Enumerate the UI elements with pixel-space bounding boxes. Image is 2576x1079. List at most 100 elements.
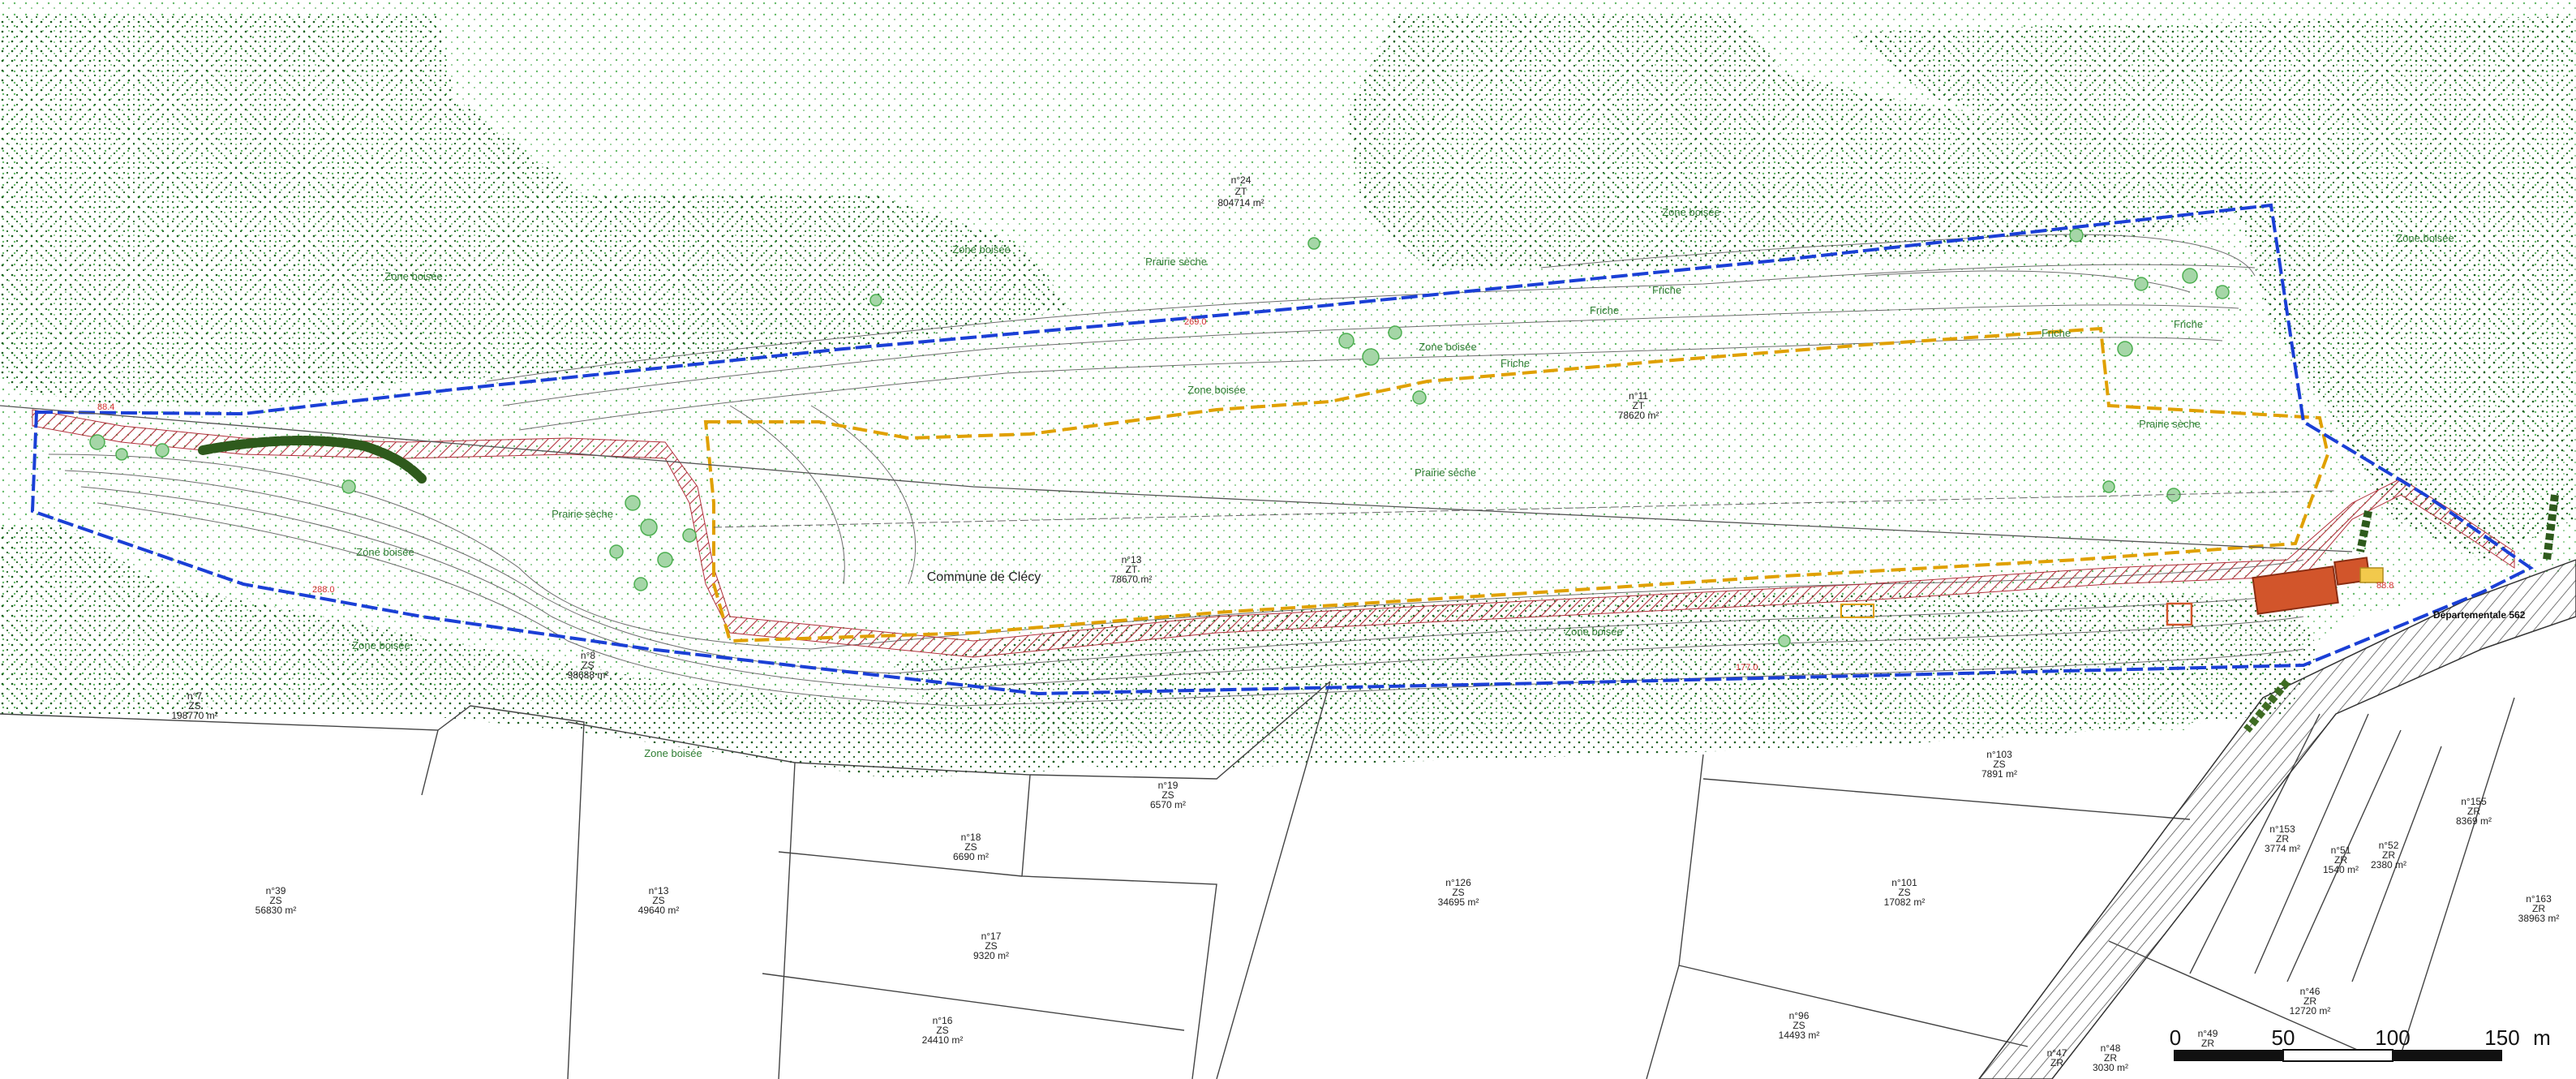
svg-text:n°13: n°13 [1122,554,1142,565]
svg-text:n°47: n°47 [2047,1047,2067,1059]
zone-label: Zone boisée [352,639,410,651]
svg-text:804714 m²: 804714 m² [1217,197,1264,208]
svg-text:ZR: ZR [2382,849,2395,861]
road-label: Départementale 562 [2433,609,2526,621]
svg-text:ZR: ZR [2532,903,2545,914]
wooded-zone-upper-middle [1346,16,2287,268]
tree-row-west [198,436,427,484]
svg-text:56830 m²: 56830 m² [255,905,297,916]
svg-text:ZS: ZS [1993,759,2005,770]
scale-tick-150: 150 [2484,1025,2519,1050]
parcel-label: n°155 ZR 8369 m² [2456,796,2492,827]
commune-label: Commune de Clécy [927,570,1041,584]
svg-text:ZS: ZS [1792,1020,1805,1031]
main-building [2252,565,2339,615]
zone-label: Zone boisée [356,546,414,558]
svg-text:ZS: ZS [1452,887,1464,898]
zone-label: Zone boisée [644,747,702,759]
svg-text:n°11: n°11 [1629,390,1648,402]
parcel-label: n°101 ZS 17082 m² [1884,877,1926,908]
zone-label: Zone boisée [1419,341,1477,353]
svg-text:ZS: ZS [985,940,997,952]
zone-label: Prairie sèche [552,508,613,520]
svg-text:n°103: n°103 [1986,749,2012,760]
svg-text:n°163: n°163 [2526,893,2552,905]
zone-label: Prairie sèche [2139,418,2200,430]
svg-text:n°39: n°39 [266,885,286,896]
road-departementale-562 [1978,559,2576,1079]
parcel-boundaries [0,681,2515,1079]
svg-text:ZR: ZR [2334,854,2347,866]
parcel-label: n°51 ZR 1540 m² [2323,845,2359,875]
svg-text:17082 m²: 17082 m² [1884,896,1926,908]
svg-text:n°46: n°46 [2300,986,2321,997]
svg-text:2380 m²: 2380 m² [2371,859,2406,871]
svg-text:n°8: n°8 [581,650,595,661]
svg-text:ZT: ZT [1633,400,1645,411]
zone-label: Zone boisée [1187,384,1246,396]
svg-text:n°17: n°17 [981,931,1002,942]
zone-label: Zone boisée [2396,232,2454,244]
scale-tick-0: 0 [2170,1025,2181,1050]
scale-bar: 0 50 100 150 m [2170,1025,2551,1062]
svg-text:n°96: n°96 [1789,1010,1810,1021]
svg-text:ZR: ZR [2201,1038,2214,1049]
svg-text:ZS: ZS [964,841,977,853]
svg-text:ZS: ZS [1161,789,1174,801]
parcel-label: n°163 ZR 38963 m² [2518,893,2560,924]
svg-text:34695 m²: 34695 m² [1438,896,1479,908]
svg-text:12720 m²: 12720 m² [2290,1005,2331,1017]
svg-text:ZR: ZR [2104,1052,2117,1064]
svg-text:6690 m²: 6690 m² [953,851,989,862]
tree-rows [198,436,2559,733]
parcel-label: n°46 ZR 12720 m² [2290,986,2331,1017]
svg-text:ZT: ZT [1235,186,1247,197]
svg-text:14493 m²: 14493 m² [1779,1030,1820,1041]
buildings [1840,557,2384,626]
parcel-label: n°16 ZS 24410 m² [922,1015,964,1046]
svg-text:9320 m²: 9320 m² [973,950,1009,961]
svg-text:3030 m²: 3030 m² [2093,1062,2128,1073]
svg-text:n°7: n°7 [187,690,202,702]
wooded-zone-upper-right [1849,16,2576,560]
zone-label: Friche [1652,284,1681,296]
svg-text:n°49: n°49 [2198,1028,2218,1039]
parcel-label: n°19 ZS 6570 m² [1150,780,1186,810]
zone-label: Zone boisée [1662,206,1720,218]
svg-text:n°51: n°51 [2331,845,2351,856]
svg-text:ZS: ZS [188,700,200,711]
zone-label: Prairie sèche [1145,256,1207,268]
svg-text:198770 m²: 198770 m² [171,710,217,721]
zone-labels: Zone boisée Zone boisée Zone boisée Zone… [352,206,2454,759]
wooded-zone-left-edge [0,527,1136,779]
wooded-zone-top-left [0,16,1071,406]
svg-text:ZR: ZR [2467,806,2480,817]
zone-label: Zone boisée [1565,625,1623,638]
zone-label: Zone boisée [952,243,1011,256]
svg-text:n°52: n°52 [2379,840,2399,851]
svg-text:n°18: n°18 [961,832,981,843]
elevation-label: 269.0 [1184,317,1207,327]
elevation-label: 177.0 [1736,663,1758,673]
power-line [0,405,2353,552]
small-shed [2166,602,2193,626]
svg-text:24410 m²: 24410 m² [922,1034,964,1046]
parcel-label: n°13 ZT 78670 m² [1111,554,1153,585]
svg-text:n°48: n°48 [2101,1042,2121,1054]
svg-text:ZS: ZS [652,895,664,906]
svg-text:ZR: ZR [2303,995,2316,1007]
svg-text:78620 m²: 78620 m² [1618,410,1659,421]
svg-text:n°19: n°19 [1158,780,1179,791]
svg-text:78670 m²: 78670 m² [1111,574,1153,585]
parcel-label: n°48 ZR 3030 m² [2093,1042,2128,1073]
parcel-label: n°49 ZR [2198,1028,2218,1049]
parcel-label: n°11 ZT 78620 m² [1618,390,1659,421]
svg-text:ZT: ZT [1126,564,1138,575]
parcel-label: n°153 ZR 3774 m² [2265,823,2300,854]
tree-row-south [2243,678,2290,733]
scale-unit: m [2533,1025,2551,1050]
zone-label: Friche [2041,327,2071,339]
svg-text:49640 m²: 49640 m² [638,905,680,916]
parcel-label: n°17 ZS 9320 m² [973,931,1009,961]
parcel-label: n°96 ZS 14493 m² [1779,1010,1820,1041]
